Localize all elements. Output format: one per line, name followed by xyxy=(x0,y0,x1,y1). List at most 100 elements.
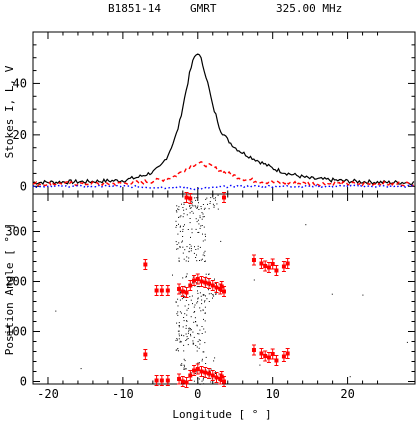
pa-scatter-dot xyxy=(179,260,180,262)
pa-scatter-dot xyxy=(177,298,179,300)
pa-scatter-dot xyxy=(183,295,185,297)
pa-scatter-dot xyxy=(201,303,203,305)
pa-scatter-dot xyxy=(176,338,178,340)
pa-point xyxy=(207,368,212,379)
pa-scatter-dot xyxy=(184,368,186,370)
pa-scatter-dot xyxy=(185,208,187,210)
pa-scatter-dot xyxy=(195,321,197,323)
pa-scatter-dot xyxy=(217,194,219,196)
pa-scatter-dot xyxy=(194,304,196,306)
pa-scatter-dot xyxy=(186,214,188,216)
pa-scatter-dot xyxy=(175,210,177,212)
pa-scatter-dot xyxy=(184,285,186,287)
pa-point xyxy=(270,258,275,270)
pa-scatter-dot xyxy=(178,209,180,211)
pa-scatter-dot xyxy=(178,330,180,332)
pa-scatter-dot xyxy=(204,239,206,241)
pa-point xyxy=(266,262,271,273)
pa-scatter-dot xyxy=(187,229,189,230)
pa-scatter-dot xyxy=(191,202,193,204)
pa-scatter-dot xyxy=(188,250,190,252)
pa-scatter-dot xyxy=(183,364,185,366)
pa-point xyxy=(177,283,182,295)
pa-scatter-dot xyxy=(186,275,187,277)
stokes-l-line xyxy=(32,161,414,188)
pa-scatter-dot xyxy=(178,223,179,225)
pa-point xyxy=(188,370,193,381)
pa-scatter-dot xyxy=(203,294,205,296)
pa-scatter-dot xyxy=(197,297,199,299)
pa-scatter-dot xyxy=(202,204,204,205)
pa-scatter-dot xyxy=(213,198,215,200)
pa-scatter-dot xyxy=(184,365,185,367)
pa-scatter-dot xyxy=(193,311,195,313)
pa-scatter-dot xyxy=(220,240,222,242)
pa-scatter-dot xyxy=(180,292,182,294)
pa-scatter-dot xyxy=(176,301,177,303)
pa-scatter-dot xyxy=(216,203,218,205)
pa-scatter-dot xyxy=(176,211,178,213)
pa-scatter-dot xyxy=(182,228,184,230)
pa-scatter-dot xyxy=(205,278,207,280)
y-tick-label: 0 xyxy=(20,375,27,389)
pa-scatter-dot xyxy=(197,378,199,379)
pa-scatter-dot xyxy=(188,327,190,329)
pa-scatter-dot xyxy=(196,260,198,262)
pa-scatter-dot xyxy=(189,204,191,206)
pa-point xyxy=(285,348,290,359)
pa-point xyxy=(195,363,200,375)
pa-scatter-dot xyxy=(186,338,188,340)
pa-scatter-dot xyxy=(199,292,201,294)
pa-scatter-dot xyxy=(181,241,183,243)
pa-scatter-dot xyxy=(182,277,184,279)
pa-scatter-dot xyxy=(215,292,217,294)
pa-scatter-dot xyxy=(191,228,193,230)
top-panel-frame xyxy=(32,31,416,195)
pa-scatter-dot xyxy=(197,205,199,207)
pa-scatter-dot xyxy=(179,226,181,228)
pa-scatter-dot xyxy=(206,298,208,300)
pa-scatter-dot xyxy=(189,212,191,214)
pa-scatter-dot xyxy=(179,230,181,232)
pa-scatter-dot xyxy=(195,199,197,201)
y-tick-label: 0 xyxy=(20,179,27,193)
pa-scatter-dot xyxy=(187,260,189,262)
bottom-panel-ticks xyxy=(33,194,415,384)
pa-scatter-dot xyxy=(185,340,187,341)
pa-scatter-dot xyxy=(202,216,204,218)
pa-scatter-dot xyxy=(213,206,215,208)
pa-scatter-dot xyxy=(198,333,200,335)
pa-scatter-dot xyxy=(191,232,193,234)
pa-scatter-dot xyxy=(212,194,214,196)
stokes-v-line xyxy=(32,184,414,191)
pa-scatter-dot xyxy=(195,228,197,230)
x-tick-label: 0 xyxy=(194,387,201,401)
pa-scatter-dots xyxy=(55,194,408,385)
pa-point xyxy=(214,282,219,293)
pa-scatter-dot xyxy=(209,370,211,372)
pa-scatter-dot xyxy=(213,205,215,207)
pa-scatter-dot xyxy=(197,292,199,294)
pa-scatter-dot xyxy=(205,295,206,297)
pa-scatter-dot xyxy=(204,300,206,302)
pa-scatter-dot xyxy=(197,341,199,343)
pa-scatter-dot xyxy=(198,209,200,210)
pa-scatter-dot xyxy=(190,248,192,250)
top-panel-y-tick-labels: 0 20 40 xyxy=(13,76,27,193)
pa-scatter-dot xyxy=(176,322,178,324)
pa-scatter-dot xyxy=(177,311,179,313)
pa-point xyxy=(210,280,215,291)
pa-scatter-dot xyxy=(199,339,201,341)
pa-scatter-dot xyxy=(194,317,196,319)
pa-scatter-dot xyxy=(177,248,179,250)
pa-scatter-dot xyxy=(204,342,206,344)
pa-scatter-dot xyxy=(199,383,201,385)
pa-scatter-dot xyxy=(179,291,181,293)
pa-scatter-dot xyxy=(181,363,183,365)
pa-scatter-dot xyxy=(197,301,199,303)
pa-scatter-dot xyxy=(200,225,202,227)
pa-scatter-dot xyxy=(198,362,200,364)
pa-scatter-dot xyxy=(183,297,185,299)
pa-point xyxy=(259,258,264,269)
pa-scatter-dot xyxy=(190,316,192,318)
